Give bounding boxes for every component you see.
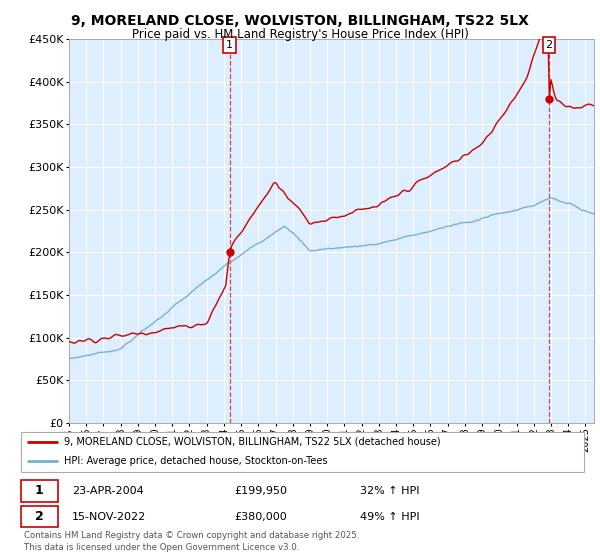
Text: 23-APR-2004: 23-APR-2004 bbox=[72, 486, 144, 496]
Text: HPI: Average price, detached house, Stockton-on-Tees: HPI: Average price, detached house, Stoc… bbox=[64, 456, 327, 466]
Text: 2: 2 bbox=[545, 40, 553, 50]
Text: 9, MORELAND CLOSE, WOLVISTON, BILLINGHAM, TS22 5LX: 9, MORELAND CLOSE, WOLVISTON, BILLINGHAM… bbox=[71, 14, 529, 28]
Text: 1: 1 bbox=[35, 484, 43, 497]
Text: 2: 2 bbox=[35, 510, 43, 523]
Text: £380,000: £380,000 bbox=[235, 511, 287, 521]
Text: 9, MORELAND CLOSE, WOLVISTON, BILLINGHAM, TS22 5LX (detached house): 9, MORELAND CLOSE, WOLVISTON, BILLINGHAM… bbox=[64, 437, 440, 447]
FancyBboxPatch shape bbox=[21, 480, 58, 502]
Text: 49% ↑ HPI: 49% ↑ HPI bbox=[360, 511, 419, 521]
FancyBboxPatch shape bbox=[21, 432, 584, 473]
Text: Price paid vs. HM Land Registry's House Price Index (HPI): Price paid vs. HM Land Registry's House … bbox=[131, 28, 469, 41]
Text: 1: 1 bbox=[226, 40, 233, 50]
Text: 15-NOV-2022: 15-NOV-2022 bbox=[72, 511, 146, 521]
Text: Contains HM Land Registry data © Crown copyright and database right 2025.
This d: Contains HM Land Registry data © Crown c… bbox=[24, 531, 359, 552]
FancyBboxPatch shape bbox=[21, 506, 58, 528]
Text: 32% ↑ HPI: 32% ↑ HPI bbox=[360, 486, 419, 496]
Text: £199,950: £199,950 bbox=[235, 486, 287, 496]
